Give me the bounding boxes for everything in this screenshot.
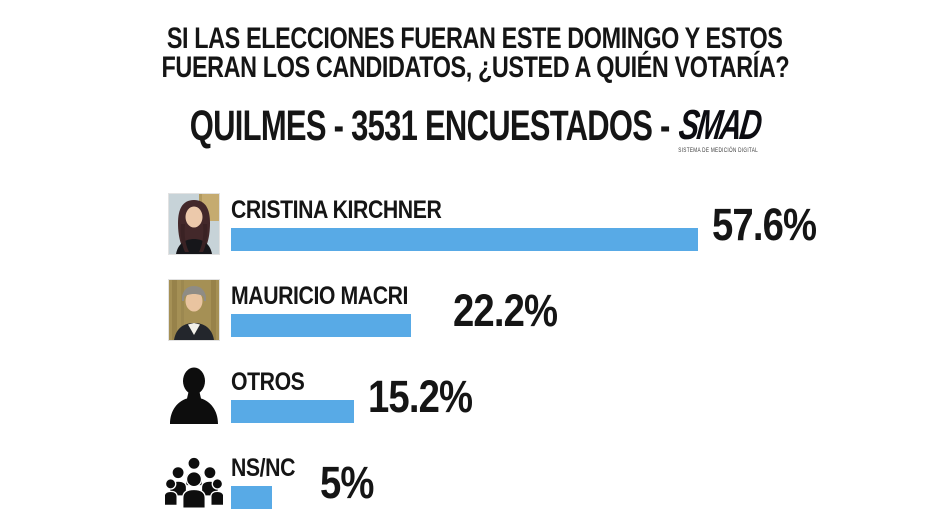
row-label: CRISTINA KIRCHNER	[231, 195, 442, 224]
cristina-kirchner-photo	[168, 193, 220, 255]
value-label-nsnc: 5%	[320, 456, 374, 508]
page-title-line1: SI LAS ELECCIONES FUERAN ESTE DOMINGO Y …	[167, 22, 783, 55]
people-group-silhouette-icon	[165, 456, 223, 509]
page-title: SI LAS ELECCIONES FUERAN ESTE DOMINGO Y …	[0, 22, 950, 84]
value-label-mauricio-macri: 22.2%	[453, 284, 558, 336]
value-label-otros: 15.2%	[368, 370, 473, 422]
avatar-cell	[165, 452, 223, 512]
row-label: MAURICIO MACRI	[231, 281, 409, 310]
bar-cristina-kirchner	[231, 227, 698, 251]
mauricio-macri-photo	[168, 279, 220, 341]
row-label: OTROS	[231, 367, 305, 396]
subtitle-row: QUILMES - 3531 ENCUESTADOS - SMAD SISTEM…	[0, 101, 950, 154]
chart-row-otros: OTROS 15.2%	[165, 366, 834, 426]
smad-logo-tagline: SISTEMA DE MEDICIÓN DIGITAL	[678, 147, 759, 154]
bar-otros	[231, 399, 355, 423]
poll-bar-chart: CRISTINA KIRCHNER 57.6%	[165, 193, 834, 529]
avatar-cell	[165, 279, 223, 341]
person-silhouette-icon	[170, 367, 218, 424]
bar-mauricio-macri	[231, 313, 411, 337]
smad-logo-text: SMAD	[676, 101, 763, 148]
chart-row-mauricio-macri: MAURICIO MACRI 22.2%	[165, 279, 834, 341]
smad-logo: SMAD SISTEMA DE MEDICIÓN DIGITAL	[676, 101, 763, 154]
avatar-cell	[165, 193, 223, 255]
chart-row-nsnc: NS/NC 5%	[165, 452, 834, 512]
bar-nsnc	[231, 485, 272, 509]
avatar-cell	[165, 366, 223, 426]
subtitle-text: QUILMES - 3531 ENCUESTADOS -	[190, 102, 671, 150]
chart-row-cristina-kirchner: CRISTINA KIRCHNER 57.6%	[165, 193, 834, 255]
row-label: NS/NC	[231, 453, 296, 482]
value-label-cristina-kirchner: 57.6%	[711, 198, 817, 250]
page-title-line2: FUERAN LOS CANDIDATOS, ¿USTED A QUIÉN VO…	[161, 51, 789, 84]
